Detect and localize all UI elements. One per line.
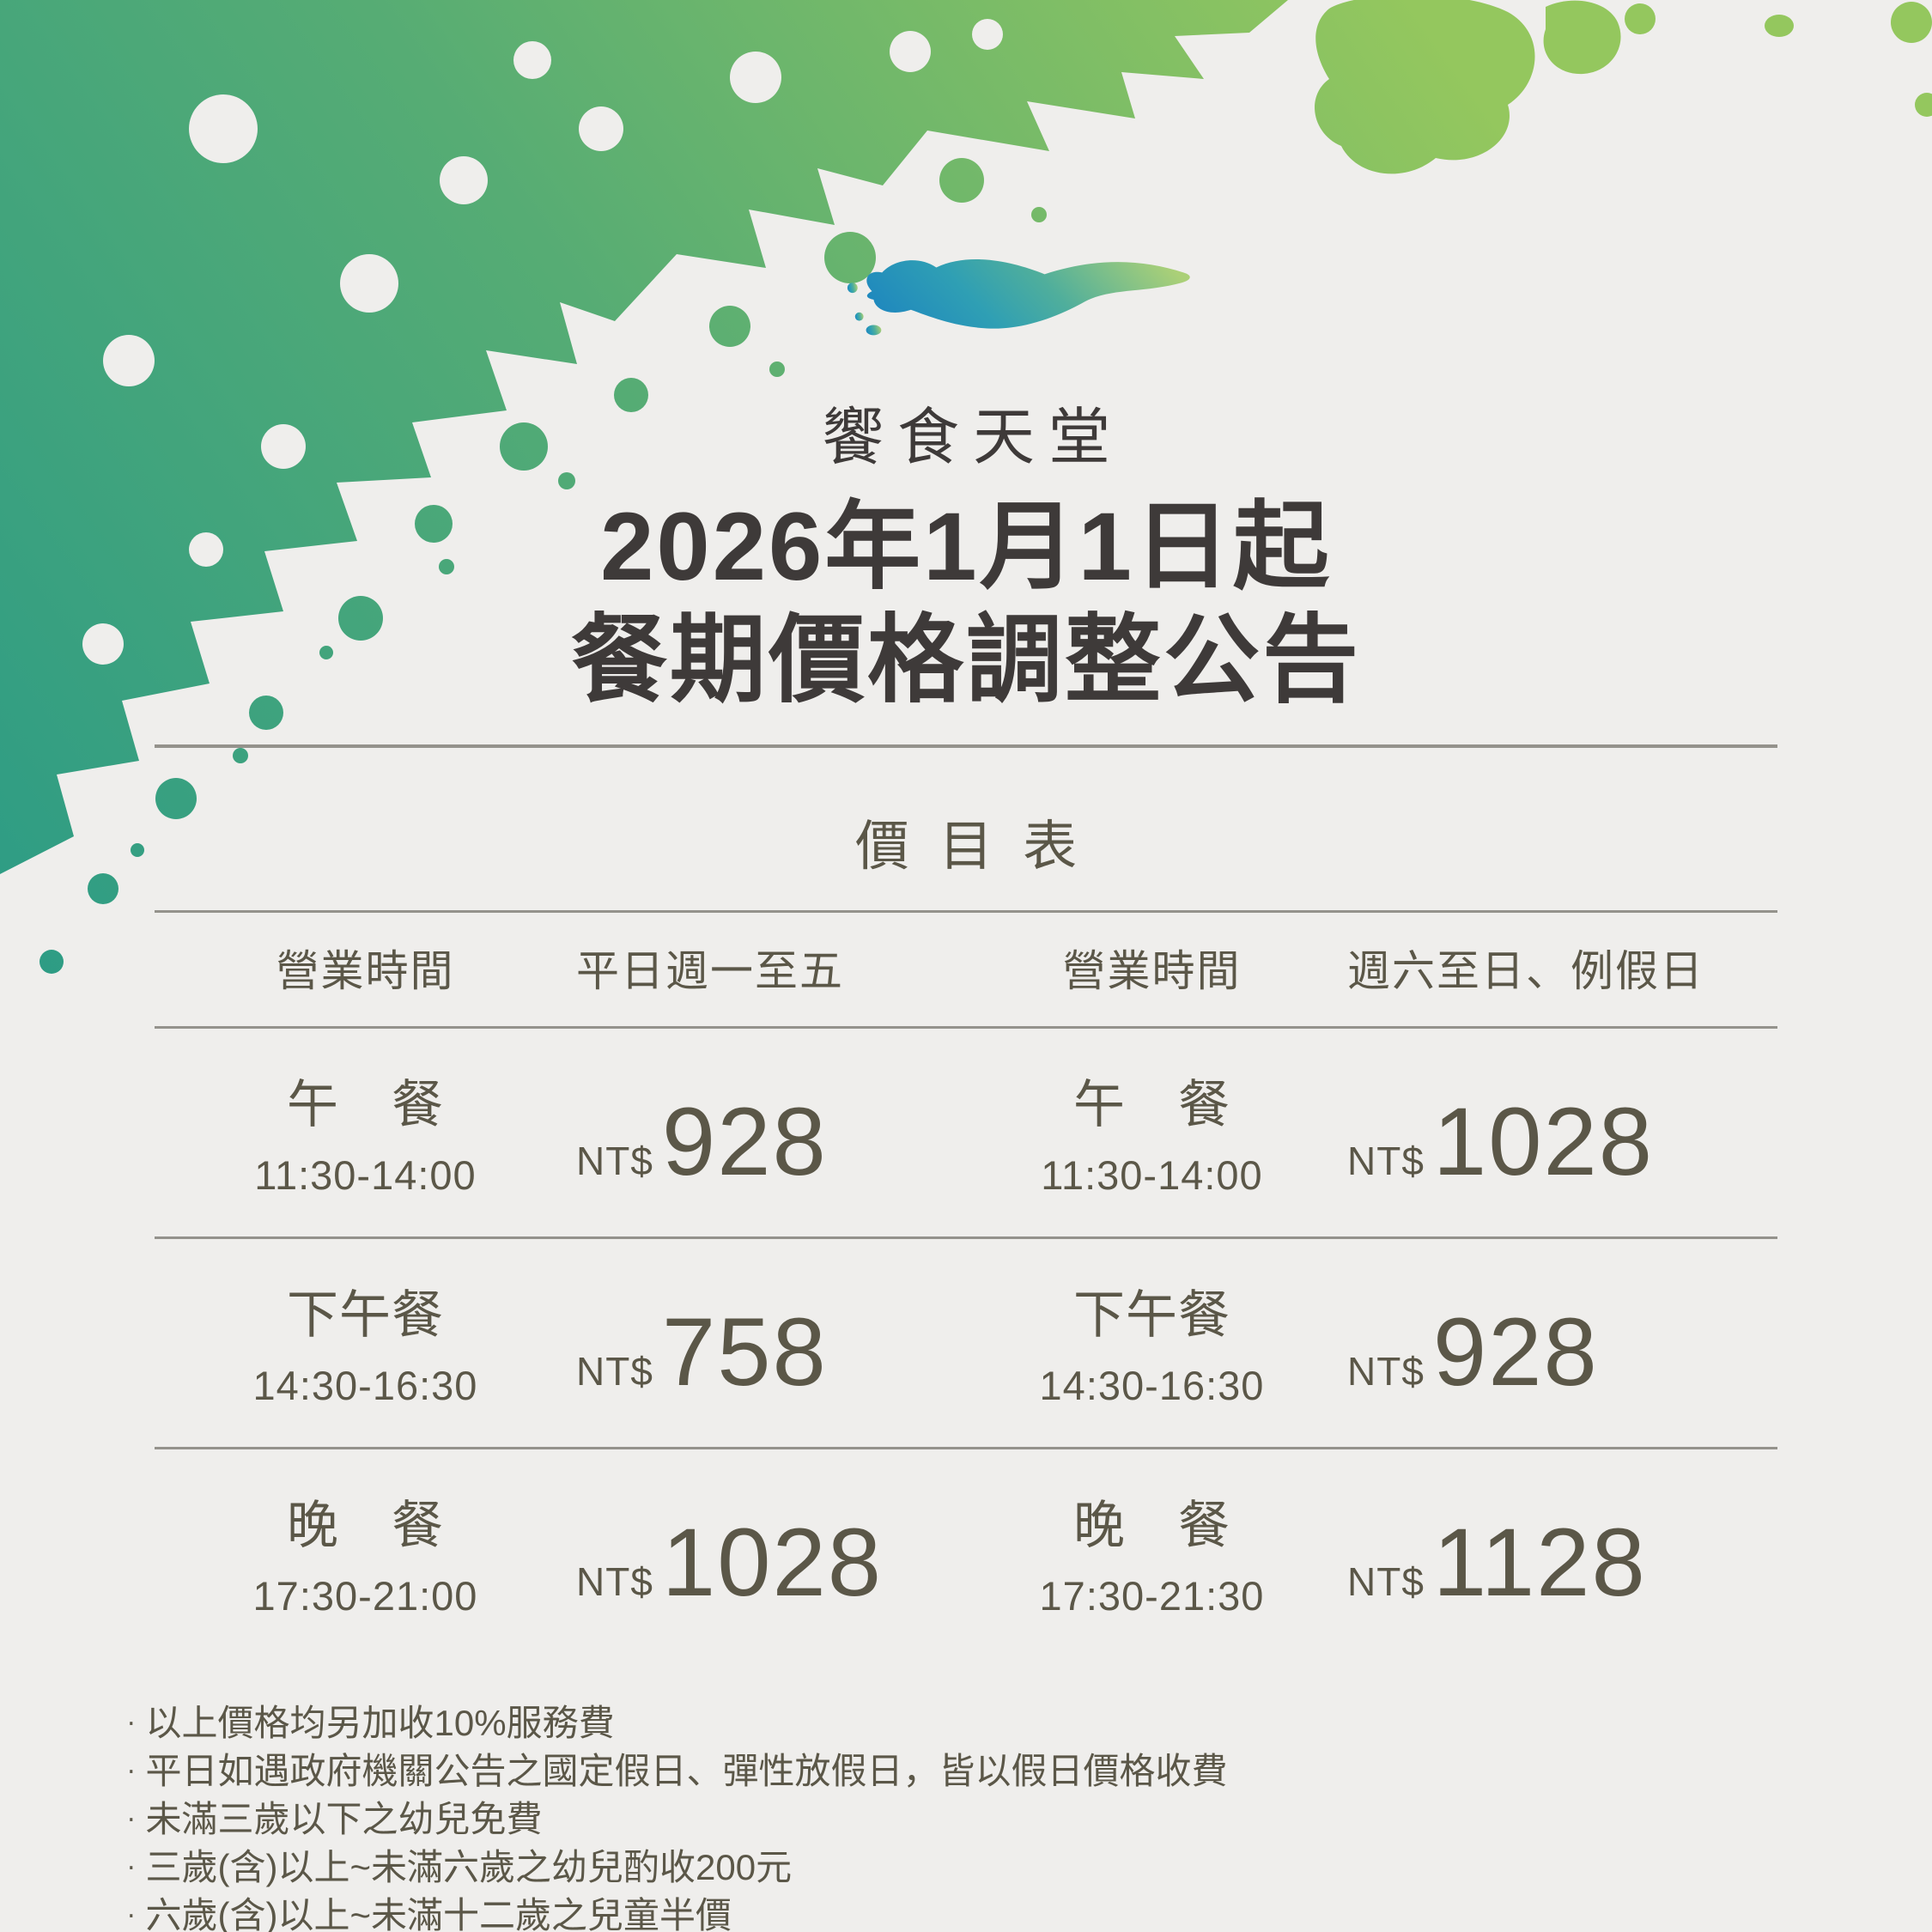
divider (155, 1026, 1777, 1030)
meal-name: 晚 餐 (287, 1497, 444, 1555)
note-item: ‧ 平日如遇政府機關公告之國定假日、彈性放假日，皆以假日價格收費 (127, 1748, 1932, 1796)
price-value: 1028 (1432, 1088, 1655, 1196)
watercolor-band-decoration (0, 0, 1932, 974)
price-table: 營業時間 平日週一至五 營業時間 週六至日、例假日 午 餐 11:30-14:0… (155, 910, 1777, 1657)
currency-label: NT$ (1347, 1139, 1425, 1184)
price-cell-weekday: NT$ 1028 (576, 1492, 957, 1611)
note-text: 平日如遇政府機關公告之國定假日、彈性放假日，皆以假日價格收費 (145, 1751, 1228, 1792)
col-header-hours-weekend: 營業時間 (1062, 947, 1242, 996)
brand-name: 饗食天堂 (821, 404, 1124, 472)
bullet-icon: ‧ (127, 1855, 136, 1884)
meal-time: 17:30-21:00 (252, 1573, 478, 1619)
meal-time: 11:30-14:00 (254, 1152, 477, 1199)
note-item: ‧ 未滿三歲以下之幼兒免費 (127, 1796, 1932, 1844)
bullet-icon: ‧ (127, 1710, 136, 1740)
price-cell-weekend: NT$ 1028 (1347, 1072, 1777, 1190)
meal-time: 14:30-16:30 (1039, 1363, 1265, 1409)
note-item: ‧ 三歲(含)以上~未滿六歲之幼兒酌收200元 (127, 1844, 1932, 1893)
note-text: 以上價格均另加收10%服務費 (145, 1703, 615, 1744)
note-text: 六歲(含)以上~未滿十二歲之兒童半價 (145, 1895, 732, 1932)
note-item: ‧ 六歲(含)以上~未滿十二歲之兒童半價 (127, 1893, 1932, 1932)
price-list-heading: 價目表 (854, 817, 1107, 878)
meal-cell-weekday: 晚 餐 17:30-21:00 (155, 1484, 576, 1619)
currency-label: NT$ (576, 1559, 653, 1605)
band-main-shape (0, 0, 1288, 874)
meal-name: 午 餐 (287, 1076, 444, 1134)
notes-list: ‧ 以上價格均另加收10%服務費 ‧ 平日如遇政府機關公告之國定假日、彈性放假日，皆… (0, 1700, 1932, 1932)
title-line-1: 2026年1月1日起 (600, 493, 1332, 600)
meal-name: 下午餐 (1073, 1286, 1230, 1345)
price-cell-weekday: NT$ 758 (576, 1282, 957, 1400)
bullet-icon: ‧ (127, 1759, 136, 1788)
bullet-icon: ‧ (127, 1903, 136, 1932)
meal-time: 17:30-21:30 (1039, 1573, 1265, 1619)
brand-logo: 饗食天堂 (0, 0, 1932, 477)
currency-label: NT$ (1347, 1349, 1425, 1394)
meal-cell-weekend: 晚 餐 17:30-21:30 (957, 1484, 1347, 1619)
bullet-icon: ‧ (127, 1807, 136, 1836)
price-table-header: 營業時間 平日週一至五 營業時間 週六至日、例假日 (155, 913, 1777, 1026)
meal-cell-weekday: 下午餐 14:30-16:30 (155, 1273, 576, 1409)
price-value: 928 (1432, 1298, 1599, 1406)
meal-time: 11:30-14:00 (1041, 1152, 1263, 1199)
note-text: 三歲(含)以上~未滿六歲之幼兒酌收200元 (145, 1847, 793, 1888)
price-cell-weekend: NT$ 1128 (1347, 1492, 1777, 1611)
meal-name: 午 餐 (1073, 1076, 1230, 1134)
meal-name: 晚 餐 (1073, 1497, 1230, 1555)
col-header-hours-weekday: 營業時間 (276, 947, 455, 996)
watercolor-swoosh-icon (847, 259, 1190, 336)
divider (155, 744, 1777, 749)
table-row-dinner: 晚 餐 17:30-21:00 NT$ 1028 晚 餐 17:30-21:30… (155, 1449, 1777, 1657)
meal-cell-weekend: 下午餐 14:30-16:30 (957, 1273, 1347, 1409)
meal-cell-weekday: 午 餐 11:30-14:00 (155, 1063, 576, 1199)
currency-label: NT$ (1347, 1559, 1425, 1605)
meal-cell-weekend: 午 餐 11:30-14:00 (957, 1063, 1347, 1199)
table-row-lunch: 午 餐 11:30-14:00 NT$ 928 午 餐 11:30-14:00 … (155, 1029, 1777, 1236)
divider (155, 1447, 1777, 1450)
divider (155, 1236, 1777, 1240)
meal-time: 14:30-16:30 (252, 1363, 478, 1409)
page-title: 2026年1月1日起 餐期價格調整公告 (0, 490, 1932, 717)
price-value: 1028 (661, 1509, 884, 1617)
price-value: 758 (661, 1298, 828, 1406)
currency-label: NT$ (576, 1139, 653, 1184)
col-header-weekday: 平日週一至五 (576, 947, 844, 996)
title-line-2: 餐期價格調整公告 (571, 606, 1361, 714)
col-header-weekend: 週六至日、例假日 (1347, 947, 1704, 996)
price-cell-weekend: NT$ 928 (1347, 1282, 1777, 1400)
divider (155, 910, 1777, 914)
note-item: ‧ 以上價格均另加收10%服務費 (127, 1700, 1932, 1748)
table-row-afternoon: 下午餐 14:30-16:30 NT$ 758 下午餐 14:30-16:30 … (155, 1239, 1777, 1447)
price-value: 928 (661, 1088, 828, 1196)
meal-name: 下午餐 (287, 1286, 444, 1345)
currency-label: NT$ (576, 1349, 653, 1394)
price-cell-weekday: NT$ 928 (576, 1072, 957, 1190)
note-text: 未滿三歲以下之幼兒免費 (145, 1799, 543, 1840)
price-value: 1128 (1432, 1509, 1647, 1617)
